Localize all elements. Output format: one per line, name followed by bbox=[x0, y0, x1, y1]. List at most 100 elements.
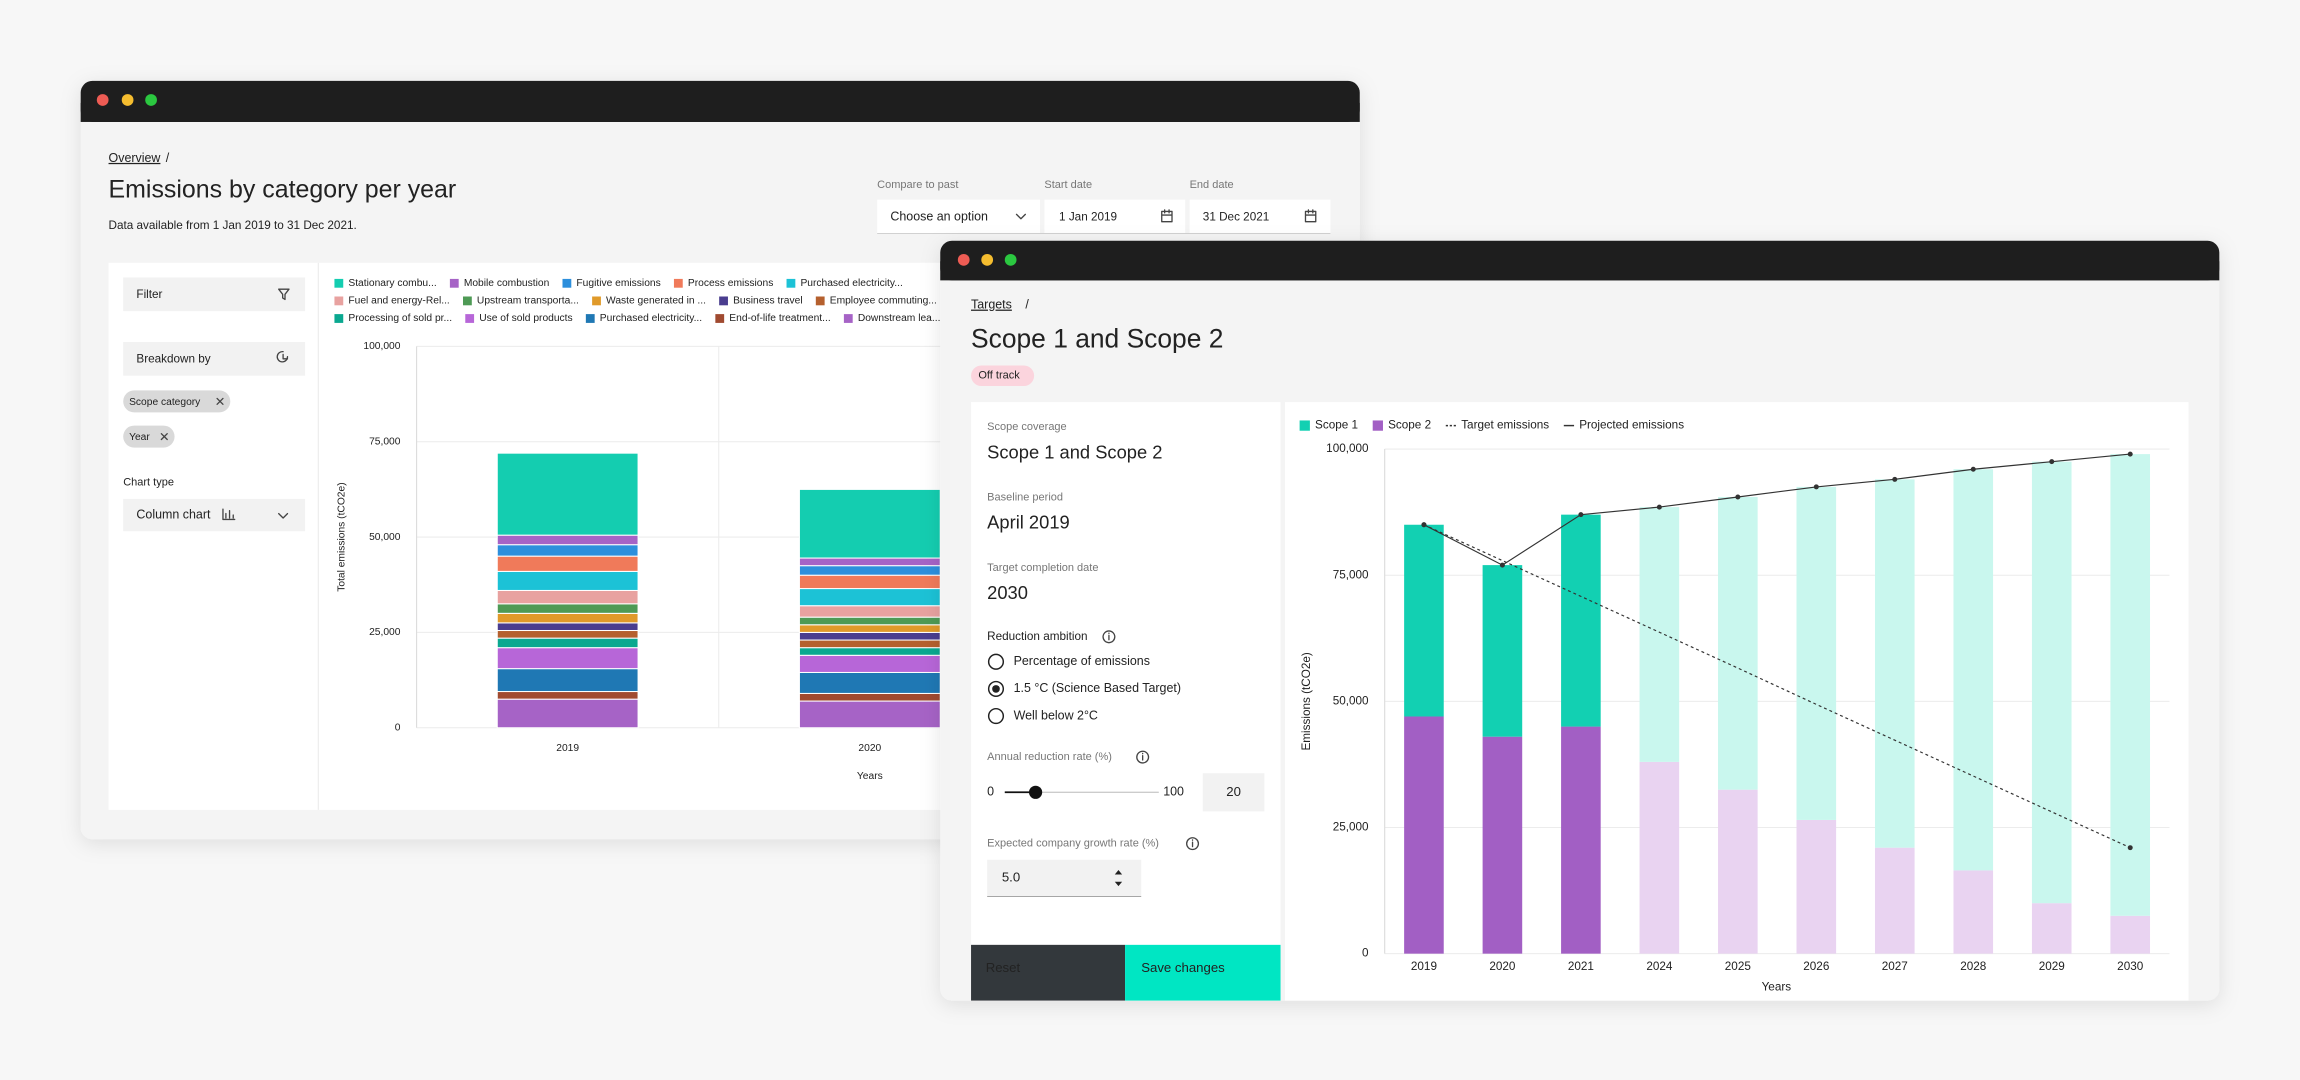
bar-segment bbox=[798, 671, 941, 694]
select[interactable] bbox=[877, 199, 1040, 234]
zoom-dot[interactable] bbox=[1004, 253, 1017, 266]
breakdown-button[interactable] bbox=[123, 341, 306, 376]
zoom-dot[interactable] bbox=[145, 94, 157, 106]
breadcrumb-separator: / bbox=[1025, 298, 1029, 312]
x-tick-label: 2020 bbox=[1489, 960, 1516, 973]
radio-label: Well below 2°C bbox=[1014, 708, 1098, 722]
bar-segment bbox=[2031, 903, 2072, 954]
legend-label: Fuel and energy-Rel... bbox=[348, 296, 449, 307]
chip[interactable] bbox=[123, 425, 175, 448]
legend-label: Process emissions bbox=[688, 278, 773, 289]
bar-segment bbox=[798, 700, 941, 729]
line-marker bbox=[2127, 451, 2133, 457]
info-icon[interactable] bbox=[1136, 750, 1150, 764]
y-tick-label: 0 bbox=[395, 722, 401, 733]
rate-input[interactable] bbox=[1202, 773, 1265, 812]
bar-segment bbox=[496, 647, 639, 670]
bar-segment bbox=[1404, 524, 1444, 717]
x-tick-label: 2027 bbox=[1882, 960, 1908, 973]
page-title: Scope 1 and Scope 2 bbox=[971, 323, 1223, 353]
page-title: Emissions by category per year bbox=[109, 175, 457, 203]
bar-segment bbox=[1874, 847, 1915, 954]
bar-segment bbox=[496, 555, 639, 572]
reset-label: Reset bbox=[986, 960, 1021, 975]
x-tick-label: 2025 bbox=[1725, 960, 1752, 973]
funnel-icon bbox=[278, 288, 290, 301]
save-button[interactable] bbox=[1125, 944, 1281, 1001]
y-tick-label: 0 bbox=[1362, 947, 1369, 960]
line-marker bbox=[1578, 512, 1584, 518]
breadcrumb-link[interactable]: Overview bbox=[109, 151, 162, 165]
bar-segment bbox=[1796, 486, 1837, 820]
radio-label: 1.5 °C (Science Based Target) bbox=[1014, 681, 1181, 695]
line-marker bbox=[1499, 562, 1505, 568]
close-dot[interactable] bbox=[957, 253, 970, 266]
emissions-chart: 0 25,000 50,000 75,000 100,000 2019 2020 Total … bbox=[334, 278, 1360, 782]
slider-label: Annual reduction rate (%) bbox=[987, 751, 1112, 763]
y-tick-label: 100,000 bbox=[363, 341, 400, 352]
field-label: Scope coverage bbox=[987, 421, 1067, 433]
filter-button[interactable] bbox=[123, 277, 306, 312]
reset-button[interactable] bbox=[971, 944, 1126, 1001]
y-tick-label: 75,000 bbox=[1333, 568, 1369, 581]
legend-swatch bbox=[334, 314, 344, 323]
y-axis-title: Emissions (tCO2e) bbox=[1300, 652, 1313, 750]
save-label: Save changes bbox=[1141, 960, 1225, 975]
radio[interactable] bbox=[987, 653, 1005, 670]
bar-segment bbox=[496, 622, 639, 632]
chip-remove-icon[interactable] bbox=[216, 397, 224, 405]
growth-label: Expected company growth rate (%) bbox=[987, 838, 1159, 850]
radio[interactable] bbox=[987, 707, 1005, 725]
breadcrumb-separator: / bbox=[166, 151, 170, 165]
legend-label: Use of sold products bbox=[479, 313, 572, 324]
bar-segment bbox=[1874, 479, 1915, 848]
slider-knob[interactable] bbox=[1028, 785, 1043, 799]
info-icon[interactable] bbox=[1186, 837, 1200, 851]
breadcrumb-link[interactable]: Targets bbox=[971, 298, 1012, 312]
growth-input[interactable] bbox=[987, 859, 1142, 897]
calendar-icon bbox=[1161, 209, 1173, 223]
legend-label: Upstream transporta... bbox=[477, 296, 579, 307]
bar-segment bbox=[1561, 514, 1601, 727]
slider-max: 100 bbox=[1163, 785, 1184, 799]
bar-segment bbox=[496, 452, 639, 536]
calendar-icon bbox=[1304, 209, 1317, 223]
chip[interactable] bbox=[123, 390, 231, 413]
target-line bbox=[1423, 524, 2131, 849]
line-marker bbox=[1735, 494, 1741, 500]
y-tick-label: 50,000 bbox=[1333, 694, 1369, 707]
info-icon[interactable] bbox=[1102, 630, 1116, 644]
chip-remove-icon[interactable] bbox=[160, 432, 168, 441]
spinner-icon[interactable] bbox=[1114, 870, 1123, 887]
field-value: 2030 bbox=[987, 582, 1028, 603]
settings-panel bbox=[971, 402, 1281, 1001]
bar-segment bbox=[1796, 819, 1837, 954]
bar-segment bbox=[2110, 454, 2151, 916]
minimize-dot[interactable] bbox=[981, 253, 994, 266]
y-axis-title: Total emissions (tCO2e) bbox=[336, 482, 347, 591]
minimize-dot[interactable] bbox=[121, 94, 134, 106]
legend-label: Scope 2 bbox=[1388, 419, 1431, 432]
growth-value: 5.0 bbox=[1002, 870, 1020, 885]
close-dot[interactable] bbox=[96, 94, 109, 106]
status-label: Off track bbox=[978, 370, 1020, 382]
bar-segment bbox=[798, 588, 941, 607]
bar-segment bbox=[798, 639, 941, 649]
date-input[interactable] bbox=[1189, 199, 1331, 234]
chip-label: Scope category bbox=[129, 397, 201, 408]
bar-segment bbox=[496, 691, 639, 700]
radio-label: Percentage of emissions bbox=[1014, 654, 1150, 668]
legend-swatch bbox=[719, 296, 728, 306]
bar-segment bbox=[496, 589, 639, 605]
chart-type-select[interactable] bbox=[123, 498, 306, 532]
date-value: 1 Jan 2019 bbox=[1059, 210, 1117, 223]
bar-segment bbox=[2031, 461, 2072, 904]
bar-segment bbox=[496, 534, 639, 546]
x-axis-title: Years bbox=[857, 771, 883, 782]
field-label: Baseline period bbox=[987, 491, 1063, 503]
legend-label: End-of-life treatment... bbox=[729, 313, 830, 324]
radio-group-label: Reduction ambition bbox=[987, 630, 1087, 643]
